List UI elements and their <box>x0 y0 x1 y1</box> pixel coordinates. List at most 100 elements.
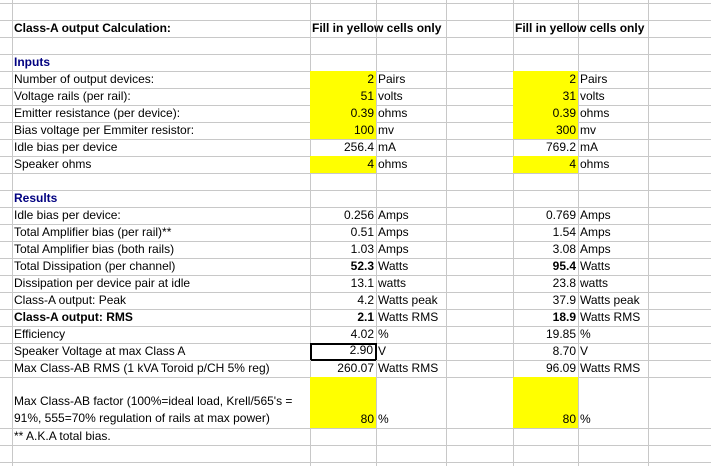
cell <box>648 0 711 4</box>
cell <box>310 54 377 72</box>
cell-text: % <box>376 326 447 344</box>
cell-text: mv <box>376 122 447 140</box>
cell-text: 100 <box>310 122 377 140</box>
cell <box>513 462 579 466</box>
cell <box>0 309 13 327</box>
cell-text: 0.51 <box>310 224 377 242</box>
cell <box>648 54 711 72</box>
cell <box>0 54 13 72</box>
cell-text: 2 <box>310 71 377 89</box>
cell <box>12 173 311 191</box>
cell-text: 96.09 <box>513 360 579 378</box>
cell <box>578 0 649 4</box>
cell <box>513 445 579 463</box>
cell <box>0 462 13 466</box>
cell <box>648 275 711 293</box>
cell <box>446 88 514 106</box>
cell <box>376 54 447 72</box>
cell-text: ohms <box>578 105 649 123</box>
cell <box>648 377 711 429</box>
cell <box>0 20 13 38</box>
cell-text: % <box>376 377 447 429</box>
cell <box>376 445 447 463</box>
cell <box>376 190 447 208</box>
cell-text: Pairs <box>376 71 447 89</box>
cell <box>513 428 579 446</box>
cell <box>310 173 377 191</box>
cell <box>578 37 649 55</box>
cell-text: Watts <box>376 258 447 276</box>
cell <box>648 292 711 310</box>
cell-text: Dissipation per device pair at idle <box>12 275 311 293</box>
cell <box>648 105 711 123</box>
cell <box>513 190 579 208</box>
cell <box>648 207 711 225</box>
cell-text: 0.769 <box>513 207 579 225</box>
cell <box>0 241 13 259</box>
cell-text: ** A.K.A total bias. <box>12 428 311 446</box>
cell <box>446 37 514 55</box>
cell <box>446 207 514 225</box>
cell <box>0 71 13 89</box>
cell-text: % <box>578 326 649 344</box>
cell <box>446 445 514 463</box>
cell-text: Idle bias per device: <box>12 207 311 225</box>
cell-text: Total Amplifier bias (both rails) <box>12 241 311 259</box>
cell <box>446 139 514 157</box>
cell-text: Max Class-AB factor (100%=ideal load, Kr… <box>12 377 311 429</box>
cell-text: Pairs <box>578 71 649 89</box>
cell <box>376 3 447 21</box>
cell <box>446 377 514 429</box>
cell <box>513 0 579 4</box>
cell-text: Total Dissipation (per channel) <box>12 258 311 276</box>
cell <box>310 445 377 463</box>
cell-text: Watts RMS <box>376 309 447 327</box>
cell-text: 2 <box>513 71 579 89</box>
cell <box>648 139 711 157</box>
cell <box>310 190 377 208</box>
cell <box>578 3 649 21</box>
cell-text: 256.4 <box>310 139 377 157</box>
cell-text: 80 <box>310 377 377 429</box>
cell <box>446 122 514 140</box>
cell <box>446 309 514 327</box>
cell <box>578 54 649 72</box>
cell <box>446 275 514 293</box>
cell-text: 18.9 <box>513 309 579 327</box>
cell <box>513 37 579 55</box>
cell-text: 8.70 <box>513 343 579 361</box>
cell-text: Inputs <box>12 54 311 72</box>
cell <box>310 3 377 21</box>
cell <box>0 105 13 123</box>
cell <box>0 139 13 157</box>
cell-text: Amps <box>376 224 447 242</box>
cell <box>648 360 711 378</box>
cell-text: 3.08 <box>513 241 579 259</box>
cell <box>446 173 514 191</box>
cell-text: mA <box>376 139 447 157</box>
cell-text: 300 <box>513 122 579 140</box>
cell-text: 95.4 <box>513 258 579 276</box>
cell-text: Bias voltage per Emmiter resistor: <box>12 122 311 140</box>
cell-text: watts <box>578 275 649 293</box>
cell <box>0 173 13 191</box>
cell-text: 13.1 <box>310 275 377 293</box>
cell-text: volts <box>578 88 649 106</box>
cell-text: Amps <box>578 224 649 242</box>
cell <box>648 20 711 38</box>
cell <box>12 462 311 466</box>
cell <box>446 3 514 21</box>
cell <box>310 462 377 466</box>
cell-text: 19.85 <box>513 326 579 344</box>
cell <box>0 326 13 344</box>
cell <box>0 0 13 4</box>
cell <box>446 326 514 344</box>
cell <box>0 224 13 242</box>
cell <box>12 0 311 4</box>
cell-text: 31 <box>513 88 579 106</box>
cell-text: ohms <box>376 105 447 123</box>
cell-text: Max Class-AB RMS (1 kVA Toroid p/CH 5% r… <box>12 360 311 378</box>
cell <box>0 156 13 174</box>
cell <box>648 71 711 89</box>
cell-text: Idle bias per device <box>12 139 311 157</box>
